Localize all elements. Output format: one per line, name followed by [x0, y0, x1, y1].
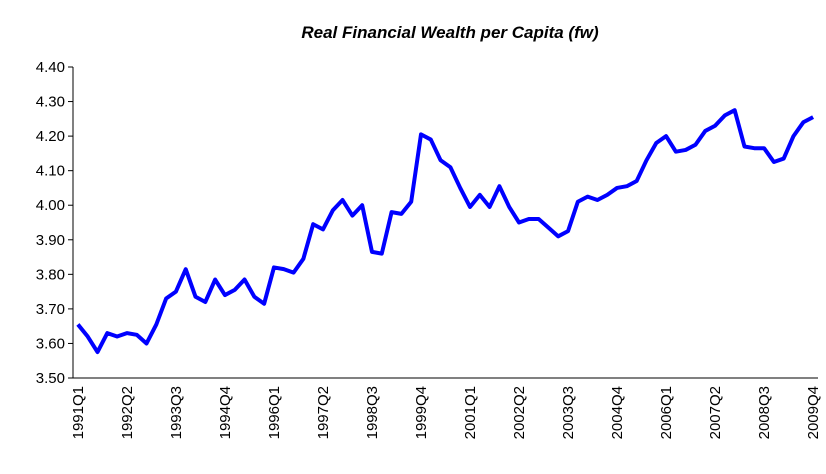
y-tick-label: 3.70 — [36, 301, 65, 318]
x-tick-label: 2003Q3 — [560, 386, 577, 439]
y-tick-label: 3.90 — [36, 232, 65, 249]
y-tick-label: 4.40 — [36, 59, 65, 76]
x-tick-label: 2008Q3 — [756, 386, 773, 439]
x-tick-label: 1999Q4 — [413, 386, 430, 439]
chart-title: Real Financial Wealth per Capita (fw) — [301, 23, 599, 42]
x-tick-label: 2001Q1 — [462, 386, 479, 439]
y-tick-label: 4.20 — [36, 128, 65, 145]
y-tick-label: 3.80 — [36, 266, 65, 283]
x-tick-label: 1998Q3 — [364, 386, 381, 439]
x-tick-label: 1997Q2 — [315, 386, 332, 439]
y-tick-label: 4.00 — [36, 197, 65, 214]
y-tick-label: 4.30 — [36, 94, 65, 111]
line-series — [76, 108, 815, 355]
x-tick-label: 1994Q4 — [217, 386, 234, 439]
x-tick-label: 2002Q2 — [511, 386, 528, 439]
x-tick-label: 2009Q4 — [805, 386, 822, 439]
y-tick-label: 3.50 — [36, 370, 65, 387]
x-tick-label: 1991Q1 — [70, 386, 87, 439]
x-tick-label: 1996Q1 — [266, 386, 283, 439]
y-tick-label: 4.10 — [36, 163, 65, 180]
x-tick-label: 2007Q2 — [707, 386, 724, 439]
x-tick-label: 1993Q3 — [168, 386, 185, 439]
x-tick-label: 2006Q1 — [658, 386, 675, 439]
x-tick-label: 2004Q4 — [609, 386, 626, 439]
y-tick-label: 3.60 — [36, 335, 65, 352]
x-tick-label: 1992Q2 — [119, 386, 136, 439]
